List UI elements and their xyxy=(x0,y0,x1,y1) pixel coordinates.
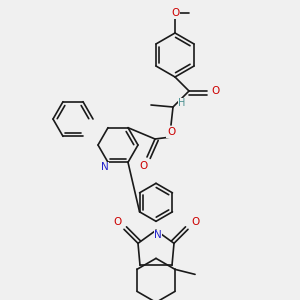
Text: H: H xyxy=(178,98,186,108)
Text: N: N xyxy=(154,230,162,240)
Text: O: O xyxy=(191,217,199,227)
Text: O: O xyxy=(167,127,175,137)
Text: O: O xyxy=(113,217,121,227)
Text: N: N xyxy=(101,162,109,172)
Text: O: O xyxy=(140,161,148,171)
Text: O: O xyxy=(171,8,179,18)
Text: O: O xyxy=(212,86,220,96)
